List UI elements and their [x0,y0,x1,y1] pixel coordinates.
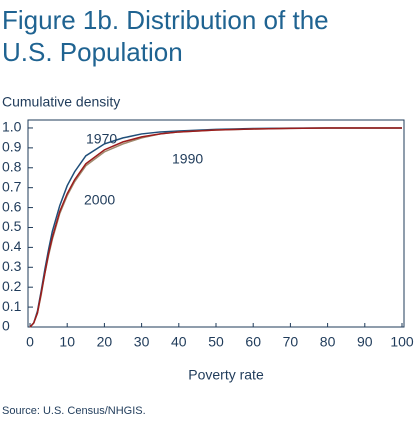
y-tick-label: 0.1 [2,298,22,314]
x-tick-label: 10 [59,334,75,350]
y-axis-label: Cumulative density [2,94,120,110]
x-tick-label: 100 [390,334,414,350]
y-tick-label: 0.4 [2,238,22,254]
y-tick-label: 0 [2,318,10,334]
x-tick-label: 0 [26,334,34,350]
plot-frame [27,119,405,328]
y-tick-label: 0.6 [2,198,22,214]
x-tick-label: 70 [283,334,299,350]
line-series [29,127,402,328]
x-tick-label: 60 [245,334,261,350]
x-axis-label: Poverty rate [188,367,264,383]
line-series [29,127,402,328]
chart-title: Figure 1b. Distribution of the U.S. Popu… [2,5,329,67]
y-tick-label: 0.8 [2,158,22,174]
x-tick-label: 80 [320,334,336,350]
y-tick-label: 0.5 [2,218,22,234]
series-label: 1970 [86,131,117,147]
x-tick-label: 20 [97,334,113,350]
series-label: 2000 [84,192,115,208]
line-series [29,127,402,328]
x-tick-label: 40 [171,334,187,350]
y-tick-label: 0.2 [2,278,22,294]
x-tick-label: 90 [357,334,373,350]
y-tick-label: 0.3 [2,258,22,274]
y-tick-label: 1.0 [2,119,22,135]
x-tick-label: 50 [208,334,224,350]
series-label: 1990 [172,151,203,167]
y-tick-label: 0.7 [2,178,22,194]
source: Source: U.S. Census/NHGIS. [2,405,146,417]
x-tick-label: 30 [134,334,150,350]
y-tick-label: 0.9 [2,139,22,155]
